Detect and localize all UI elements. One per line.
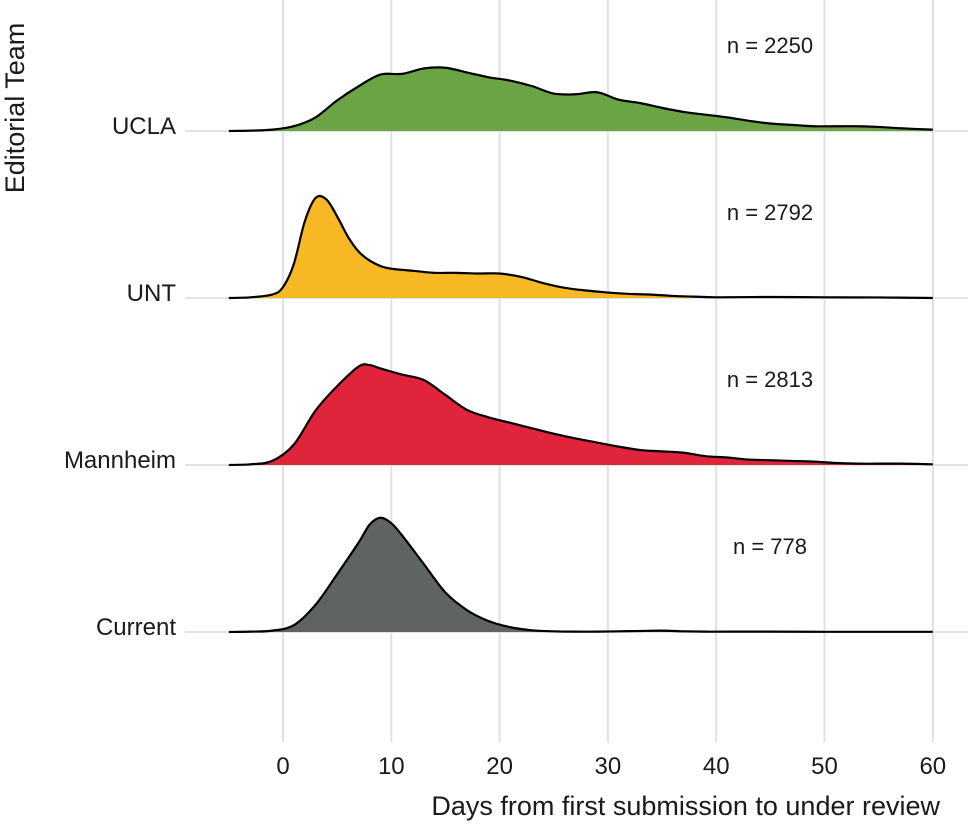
ridge-outline-unt xyxy=(228,194,933,300)
row-label-current: Current xyxy=(96,614,176,641)
row-labels: UCLA UNT Mannheim Current xyxy=(64,113,176,641)
ridge-fill-ucla xyxy=(228,67,933,131)
row-label-mannheim: Mannheim xyxy=(64,447,176,474)
x-tick-label-0: 0 xyxy=(276,753,289,780)
x-tick-label-20: 20 xyxy=(486,753,513,780)
baselines xyxy=(185,130,968,633)
ridge-fill-mannheim xyxy=(228,364,933,465)
x-tick-label-10: 10 xyxy=(378,753,405,780)
row-label-unt: UNT xyxy=(127,280,177,307)
ridge-outline-ucla xyxy=(228,66,933,133)
n-label-unt: n = 2792 xyxy=(727,200,813,225)
x-tick-label-50: 50 xyxy=(811,753,838,780)
row-label-ucla: UCLA xyxy=(112,113,176,140)
x-tick-label-60: 60 xyxy=(919,753,946,780)
ridge-fill-current xyxy=(228,517,933,632)
n-labels: n = 2250 n = 2792 n = 2813 n = 778 xyxy=(727,33,813,559)
x-tick-label-40: 40 xyxy=(703,753,730,780)
ridge-fill-unt xyxy=(228,196,933,298)
ridge-outline-mannheim xyxy=(228,363,933,467)
n-label-current: n = 778 xyxy=(733,534,807,559)
ridge-outline-current xyxy=(228,516,933,634)
x-axis-title: Days from first submission to under revi… xyxy=(431,791,940,821)
ridges xyxy=(228,66,933,634)
n-label-ucla: n = 2250 xyxy=(727,33,813,58)
x-tick-label-30: 30 xyxy=(595,753,622,780)
n-label-mannheim: n = 2813 xyxy=(727,367,813,392)
x-axis-ticks: 0 10 20 30 40 50 60 xyxy=(276,753,946,780)
y-axis-title: Editorial Team xyxy=(0,23,30,194)
